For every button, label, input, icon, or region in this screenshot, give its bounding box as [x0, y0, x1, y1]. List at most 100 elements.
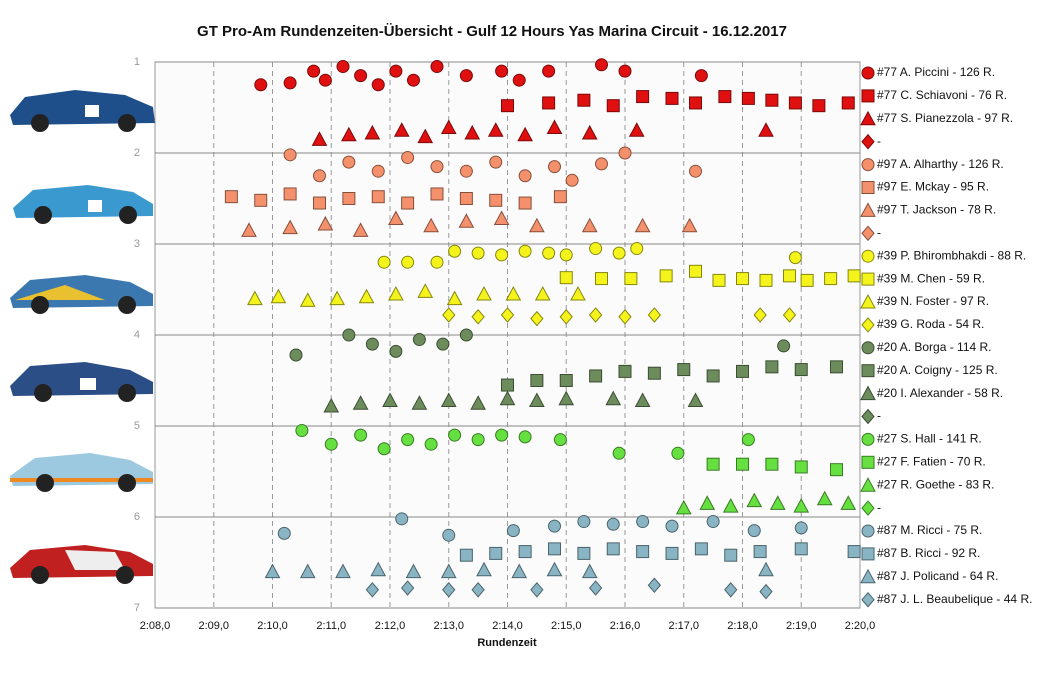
point — [377, 442, 391, 456]
point — [847, 269, 861, 283]
point — [706, 369, 720, 383]
point — [495, 248, 509, 262]
point — [816, 490, 833, 506]
legend-label: #27 R. Goethe - 83 R. — [877, 477, 994, 491]
point — [559, 374, 573, 387]
point — [687, 392, 704, 408]
point — [471, 246, 485, 260]
point — [546, 561, 563, 577]
point — [471, 582, 485, 598]
legend-label: #39 M. Chen - 59 R. — [877, 271, 985, 285]
point — [681, 217, 698, 233]
point — [389, 344, 403, 358]
point — [542, 96, 556, 110]
point — [411, 395, 428, 410]
point — [518, 169, 532, 183]
legend-marker — [861, 524, 875, 538]
point — [699, 495, 716, 510]
point — [830, 360, 843, 374]
point — [377, 255, 391, 269]
x-tick-label: 2:14,0 — [492, 620, 523, 632]
point — [295, 424, 309, 438]
point — [736, 364, 749, 378]
point — [424, 437, 438, 451]
series — [501, 90, 855, 113]
point — [365, 582, 380, 598]
point — [459, 548, 473, 562]
legend-label: - — [877, 134, 881, 148]
point — [577, 546, 591, 560]
point — [589, 369, 603, 383]
point — [570, 285, 586, 301]
y-tick-label: 3 — [134, 238, 140, 250]
point — [830, 463, 843, 477]
legend-label: #27 S. Hall - 141 R. — [877, 432, 982, 446]
point — [794, 542, 808, 556]
point — [518, 430, 532, 444]
point — [400, 580, 415, 596]
point — [724, 582, 738, 598]
point — [335, 563, 351, 579]
point — [565, 173, 579, 187]
point — [529, 217, 545, 233]
legend-marker — [861, 432, 875, 446]
point — [430, 160, 444, 174]
point — [542, 64, 556, 78]
point — [794, 363, 808, 377]
legend-marker — [861, 133, 875, 150]
legend-marker — [861, 66, 875, 80]
point — [401, 151, 415, 165]
point — [440, 563, 457, 579]
point — [365, 337, 379, 351]
point — [706, 515, 720, 529]
point — [736, 457, 749, 471]
point — [264, 563, 281, 579]
series — [377, 242, 802, 269]
point — [393, 122, 410, 137]
point — [518, 244, 532, 258]
legend-marker — [861, 455, 875, 469]
point — [636, 515, 650, 529]
point — [518, 545, 532, 559]
legend-label: #87 J. Policand - 64 R. — [877, 569, 998, 583]
x-tick-label: 2:19,0 — [786, 620, 817, 632]
point — [542, 246, 556, 260]
point — [224, 190, 238, 204]
point — [606, 542, 620, 556]
point — [270, 288, 287, 304]
point — [824, 272, 838, 286]
point — [342, 155, 356, 169]
legend-marker — [861, 408, 875, 425]
point — [505, 285, 522, 301]
legend-label: #77 A. Piccini - 126 R. — [877, 65, 995, 79]
point — [511, 563, 528, 579]
point — [459, 328, 473, 342]
x-tick-label: 2:10,0 — [257, 620, 288, 632]
point — [352, 222, 369, 237]
point — [412, 333, 426, 347]
point — [459, 69, 473, 83]
y-tick-label: 2 — [134, 147, 140, 159]
legend-label: #97 E. Mckay - 95 R. — [877, 180, 989, 194]
point — [675, 499, 692, 515]
point — [783, 269, 796, 283]
series — [706, 457, 843, 477]
series — [241, 210, 698, 237]
y-tick-label: 4 — [134, 329, 140, 341]
car-39 — [10, 275, 153, 314]
car-images — [10, 90, 155, 584]
point — [307, 64, 321, 78]
point — [324, 437, 338, 451]
point — [605, 390, 622, 406]
point — [241, 222, 257, 237]
point — [499, 390, 516, 406]
point — [840, 495, 857, 510]
legend-marker — [860, 202, 876, 217]
point — [517, 126, 533, 142]
point — [471, 309, 485, 325]
point — [618, 146, 632, 160]
point — [694, 69, 708, 83]
point — [534, 285, 551, 301]
point — [282, 219, 298, 235]
point — [401, 255, 415, 269]
